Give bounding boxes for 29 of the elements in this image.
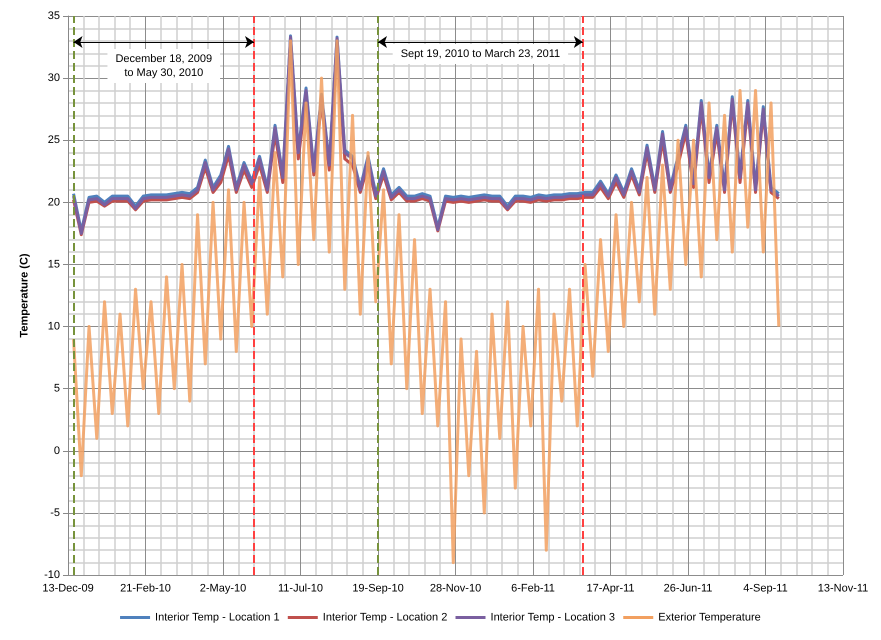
y-tick-label: 10 (48, 320, 60, 333)
y-tick-label: 30 (48, 72, 60, 84)
x-tick-label: 26-Jun-11 (664, 582, 712, 594)
x-tick-label: 21-Feb-10 (120, 582, 171, 594)
legend-label: Interior Temp - Location 3 (490, 612, 616, 624)
legend-label: Exterior Temperature (658, 612, 761, 624)
legend-label: Interior Temp - Location 2 (322, 612, 448, 624)
x-tick-label: 6-Feb-11 (511, 582, 555, 594)
x-tick-label: 19-Sep-10 (352, 582, 404, 594)
y-tick-label: -5 (50, 506, 60, 519)
x-tick-label: 28-Nov-10 (430, 582, 482, 594)
y-tick-label: 35 (48, 10, 60, 22)
x-tick-label: 13-Nov-11 (818, 582, 868, 594)
x-tick-label: 13-Dec-09 (42, 582, 94, 594)
y-tick-label: -10 (44, 569, 60, 581)
annotation: December 18, 2009 to May 30, 2010 (115, 53, 212, 79)
annotation: Sept 19, 2010 to March 23, 2011 (400, 48, 560, 60)
y-tick-label: 15 (48, 258, 60, 270)
x-tick-label: 4-Sep-11 (743, 582, 788, 594)
line-series (72, 39, 780, 564)
x-tick-label: 2-May-10 (200, 582, 246, 594)
y-tick-label: 20 (48, 196, 60, 208)
y-tick-label: 25 (48, 134, 60, 146)
legend-label: Interior Temp - Location 1 (155, 612, 280, 624)
x-tick-label: 17-Apr-11 (586, 582, 635, 594)
y-axis-title: Temperature (C) (18, 253, 30, 338)
x-tick-label: 11-Jul-10 (278, 582, 324, 594)
y-tick-label: 5 (54, 382, 60, 395)
y-tick-label: 0 (54, 444, 60, 457)
